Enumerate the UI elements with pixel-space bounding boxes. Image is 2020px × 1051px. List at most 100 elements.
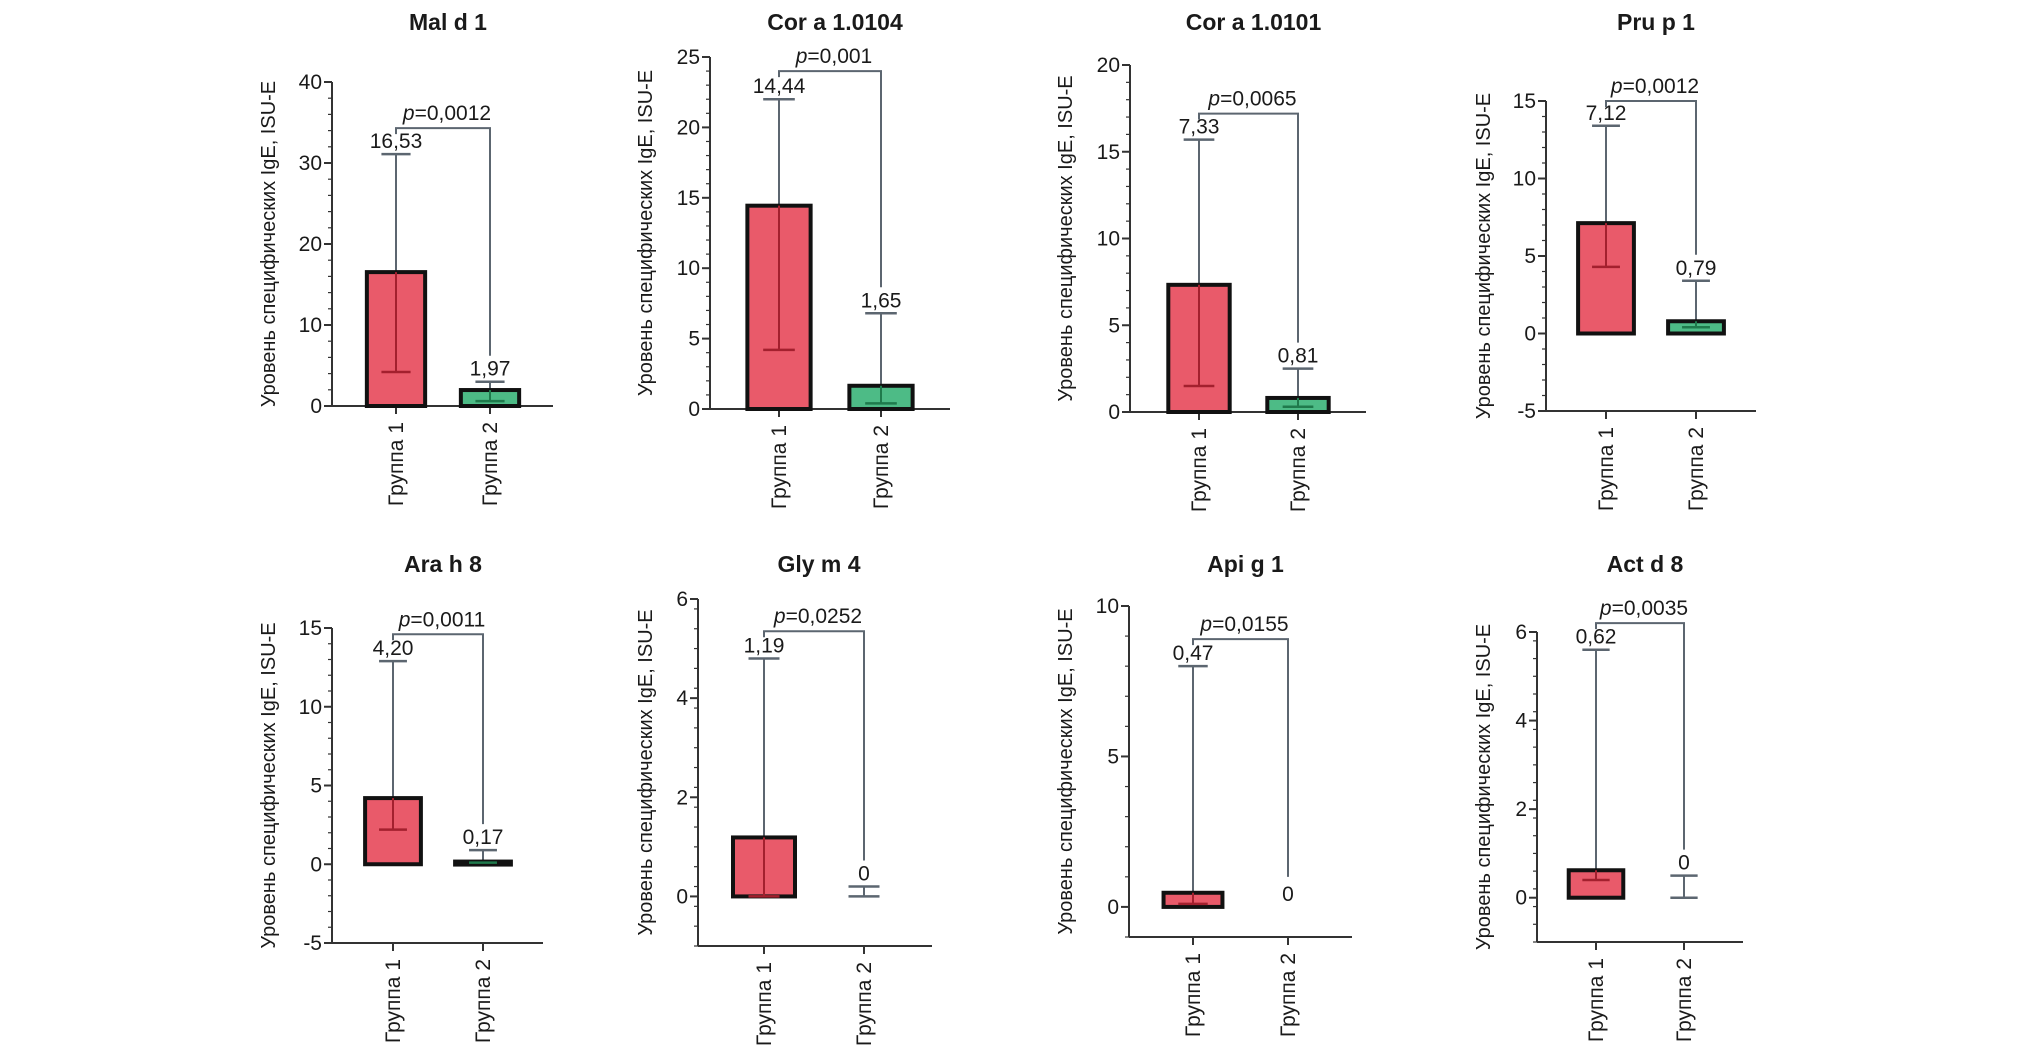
y-tick-label: 4 <box>1515 710 1527 733</box>
y-tick-label: 10 <box>299 696 322 719</box>
significance-bracket <box>1595 622 1685 850</box>
y-tick-label: 25 <box>677 46 700 69</box>
x-category-label: Группа 2 <box>1673 958 1696 1042</box>
y-tick-label: 20 <box>299 233 322 256</box>
y-tick-label: 10 <box>1096 595 1119 618</box>
y-tick-label: 5 <box>1107 745 1119 768</box>
chart-panel: Ara h 8 Уровень специфических IgE, ISU-E -… <box>258 551 543 1043</box>
significance-bracket <box>763 630 865 861</box>
p-value-number: =0,0155 <box>1212 613 1289 636</box>
chart-title: Ara h 8 <box>404 551 482 577</box>
value-label: 0,62 <box>1576 626 1617 649</box>
chart-title: Mal d 1 <box>409 9 487 35</box>
x-category-label: Группа 2 <box>870 425 893 509</box>
x-category-label: Группа 2 <box>1287 428 1310 512</box>
y-tick-label: 15 <box>1513 90 1536 113</box>
y-tick-label: 2 <box>1515 798 1527 821</box>
x-category-label: Группа 1 <box>1188 428 1211 512</box>
y-tick-label: 20 <box>677 116 700 139</box>
p-value-number: =0,0011 <box>410 608 485 631</box>
value-label: 4,20 <box>373 637 414 660</box>
y-tick-label: 15 <box>299 617 322 640</box>
x-category-label: Группа 1 <box>768 425 791 509</box>
x-category-label: Группа 1 <box>1595 427 1618 511</box>
x-category-label: Группа 2 <box>853 962 876 1046</box>
y-tick-label: 0 <box>688 398 700 421</box>
y-tick-label: 10 <box>1097 228 1120 251</box>
y-tick-label: 5 <box>1524 245 1536 268</box>
x-category-label: Группа 1 <box>753 962 776 1046</box>
p-value-number: =0,0035 <box>1612 597 1689 620</box>
x-category-label: Группа 2 <box>1277 953 1300 1037</box>
y-tick-label: 10 <box>1513 168 1536 191</box>
chart-panel: Pru p 1 Уровень специфических IgE, ISU-E -… <box>1473 9 1756 511</box>
y-tick-label: 5 <box>310 775 322 798</box>
y-axis-label: Уровень специфических IgE, ISU-E <box>1055 75 1077 401</box>
y-axis-label: Уровень специфических IgE, ISU-E <box>258 622 280 948</box>
y-tick-label: 10 <box>299 314 322 337</box>
value-label: 0,79 <box>1676 257 1717 280</box>
value-label: 0 <box>1282 883 1294 906</box>
p-value-prefix: p <box>1610 75 1623 98</box>
x-category-label: Группа 1 <box>385 422 408 506</box>
p-value-prefix: p <box>773 605 786 628</box>
chart-panel: Api g 1 Уровень специфических IgE, ISU-E 0… <box>1055 551 1352 1037</box>
y-tick-label: 2 <box>676 786 688 809</box>
y-tick-label: 5 <box>1108 314 1120 337</box>
chart-title: Gly m 4 <box>777 551 860 577</box>
x-category-label: Группа 1 <box>382 959 405 1043</box>
y-tick-label: 30 <box>299 152 322 175</box>
y-tick-label: -5 <box>1517 400 1536 423</box>
p-value-label: p=0,0012 <box>1610 75 1699 98</box>
x-category-label: Группа 2 <box>479 422 502 506</box>
value-label: 7,33 <box>1179 116 1220 139</box>
value-label: 7,12 <box>1586 102 1627 125</box>
p-value-prefix: p <box>795 45 808 68</box>
p-value-number: =0,0065 <box>1220 88 1297 111</box>
x-category-label: Группа 1 <box>1585 958 1608 1042</box>
chart-panel: Act d 8 Уровень специфических IgE, ISU-E 0… <box>1473 551 1743 1042</box>
value-label: 0,47 <box>1173 642 1214 665</box>
p-value-label: p=0,0252 <box>773 605 862 628</box>
p-value-prefix: p <box>1207 88 1220 111</box>
y-tick-label: 10 <box>677 257 700 280</box>
y-tick-label: 6 <box>676 588 688 611</box>
y-tick-label: 0 <box>310 853 322 876</box>
y-tick-label: 20 <box>1097 54 1120 77</box>
chart-title: Cor a 1.0104 <box>767 9 903 35</box>
value-label: 14,44 <box>753 75 806 98</box>
x-category-label: Группа 2 <box>472 959 495 1043</box>
value-label: 16,53 <box>370 130 423 153</box>
chart-panel: Cor a 1.0104 Уровень специфических IgE, I… <box>635 9 950 509</box>
y-tick-label: 0 <box>1515 887 1527 910</box>
value-label: 0 <box>858 863 870 886</box>
y-tick-label: -5 <box>303 932 322 955</box>
significance-bracket <box>778 70 882 288</box>
y-tick-label: 6 <box>1515 621 1527 644</box>
significance-bracket <box>395 127 491 356</box>
chart-panel: Gly m 4 Уровень специфических IgE, ISU-E 0… <box>635 551 932 1046</box>
y-tick-label: 40 <box>299 71 322 94</box>
chart-title: Pru p 1 <box>1617 9 1695 35</box>
y-tick-label: 0 <box>310 395 322 418</box>
y-axis-label: Уровень специфических IgE, ISU-E <box>1055 608 1077 934</box>
y-tick-label: 4 <box>676 687 688 710</box>
y-axis-label: Уровень специфических IgE, ISU-E <box>1473 624 1495 950</box>
y-tick-label: 0 <box>1108 401 1120 424</box>
value-label: 0,81 <box>1278 345 1319 368</box>
x-category-label: Группа 2 <box>1685 427 1708 511</box>
p-value-number: =0,001 <box>807 45 872 68</box>
p-value-label: p=0,0012 <box>402 102 491 125</box>
significance-bracket <box>392 633 484 825</box>
p-value-label: p=0,0155 <box>1199 613 1288 636</box>
chart-panel: Cor a 1.0101 Уровень специфических IgE, I… <box>1055 9 1366 512</box>
value-label: 1,19 <box>744 634 785 657</box>
p-value-number: =0,0252 <box>786 605 863 628</box>
p-value-label: p=0,0035 <box>1599 597 1688 620</box>
p-value-prefix: p <box>398 608 411 631</box>
significance-bracket <box>1198 112 1299 343</box>
chart-title: Act d 8 <box>1607 551 1684 577</box>
y-tick-label: 0 <box>1107 896 1119 919</box>
p-value-prefix: p <box>402 102 415 125</box>
